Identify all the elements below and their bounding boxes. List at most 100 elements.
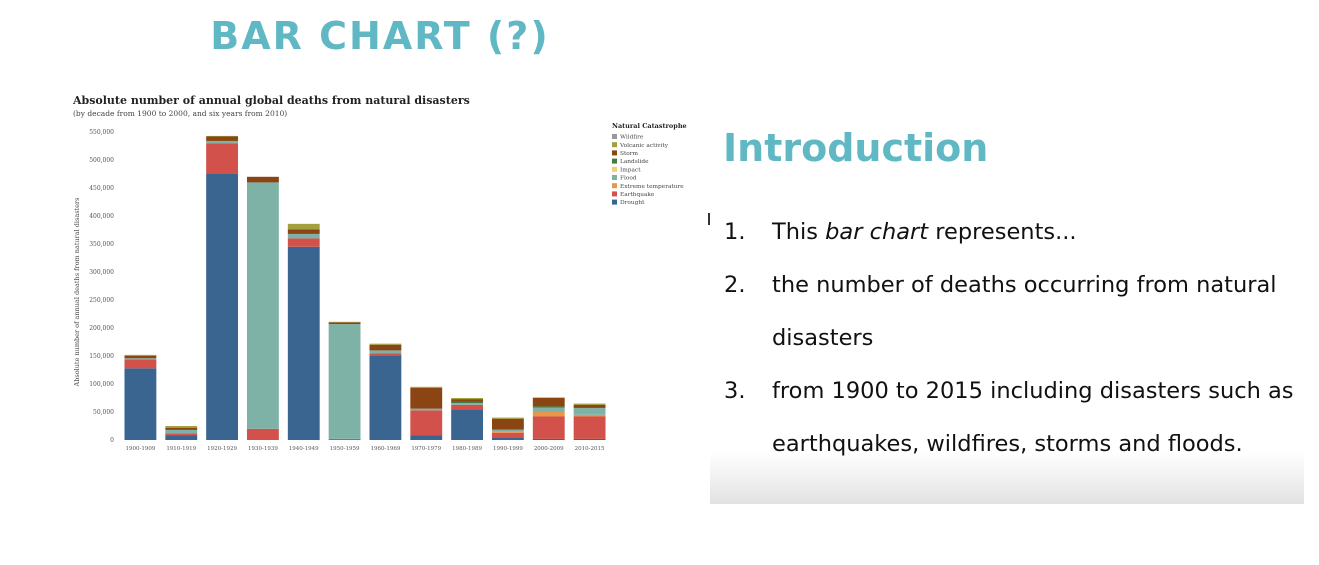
- bar-segment: [246, 182, 279, 429]
- stacked-bar-chart: Absolute number of annual global deaths …: [72, 94, 687, 452]
- bar-segment: [451, 403, 484, 405]
- bar-segment: [328, 324, 361, 439]
- x-axis-ticks: 1900-1909 1910-1919 1920-1929 1930-1939 1940…: [125, 446, 605, 452]
- legend-swatch: [612, 191, 617, 197]
- y-tick-label: 550,000: [89, 129, 114, 136]
- bar-segment: [451, 401, 484, 404]
- bar-segment: [573, 438, 606, 440]
- x-tick-label: 1910-1919: [166, 446, 196, 452]
- bar-segment: [206, 135, 239, 137]
- bar-segment: [573, 403, 606, 405]
- chart-title: Absolute number of annual global deaths …: [72, 94, 470, 107]
- bar-segment: [451, 404, 484, 410]
- bar-segment: [287, 238, 320, 247]
- y-tick-label: 400,000: [89, 213, 114, 220]
- bar-segment: [573, 407, 606, 409]
- bar-segment: [451, 409, 484, 440]
- video-overlay-bar: [710, 452, 1304, 504]
- list-item: 3. from 1900 to 2015 including disasters…: [724, 365, 1314, 471]
- bar-segment: [573, 416, 606, 439]
- legend-entry: Wildfire: [620, 135, 644, 141]
- bar-segment: [369, 353, 402, 356]
- legend-title: Natural Catastrophe: [612, 122, 687, 130]
- bar-segment: [532, 397, 565, 398]
- bar-segment: [410, 410, 443, 436]
- x-tick-label: 1950-1959: [330, 446, 360, 452]
- bar-segment: [124, 354, 157, 356]
- bar-segment: [491, 429, 524, 432]
- bar-segment: [124, 359, 157, 369]
- x-tick-label: 2010-2015: [575, 446, 605, 452]
- bar-segment: [369, 350, 402, 354]
- y-tick-label: 250,000: [89, 297, 114, 304]
- bar-segment: [165, 429, 198, 434]
- bar-segment: [491, 418, 524, 430]
- legend: Natural Catastrophe Wildfire Volcanic act…: [612, 122, 687, 206]
- y-axis-label: Absolute number of annual deaths from na…: [73, 198, 81, 388]
- x-tick-label: 1970-1979: [411, 446, 441, 452]
- bar-segment: [328, 321, 361, 323]
- bar-segment: [573, 408, 606, 415]
- bar-segment: [206, 174, 239, 440]
- x-tick-label: 1960-1969: [370, 446, 400, 452]
- y-tick-label: 50,000: [93, 409, 114, 416]
- bar-segment: [287, 223, 320, 230]
- bar-segment: [410, 408, 443, 411]
- y-tick-label: 0: [110, 437, 114, 444]
- bar-segment: [287, 233, 320, 239]
- bar-segment: [532, 416, 565, 439]
- bars: [124, 135, 606, 440]
- legend-entry: Drought: [620, 200, 645, 206]
- x-tick-label: 1940-1949: [289, 446, 319, 452]
- bar-segment: [246, 176, 279, 183]
- x-tick-label: 1930-1939: [248, 446, 278, 452]
- bar-segment: [165, 435, 198, 440]
- bar-segment: [124, 368, 157, 440]
- bar-segment: [165, 426, 198, 428]
- bar-segment: [410, 435, 443, 440]
- list-item: 2. the number of deaths occurring from n…: [724, 259, 1314, 365]
- bar-segment: [532, 407, 565, 412]
- bar-segment: [328, 322, 361, 325]
- introduction-list: 1. This bar chart represents... 2. the n…: [724, 206, 1314, 471]
- bar-segment: [369, 343, 402, 345]
- y-tick-label: 300,000: [89, 269, 114, 276]
- bar-segment: [287, 246, 320, 440]
- bar-segment: [206, 143, 239, 174]
- legend-swatch: [612, 142, 617, 148]
- bar-segment: [124, 358, 157, 360]
- y-tick-label: 100,000: [89, 381, 114, 388]
- bar-segment: [124, 356, 157, 359]
- bar-segment: [287, 229, 320, 234]
- bar-segment: [573, 414, 606, 417]
- list-number: 3.: [724, 378, 746, 404]
- slide-title: BAR CHART (?): [210, 14, 550, 58]
- bar-segment: [532, 438, 565, 440]
- legend-swatch: [612, 175, 617, 180]
- y-tick-label: 350,000: [89, 241, 114, 248]
- bar-segment: [165, 433, 198, 436]
- bar-segment: [246, 428, 279, 440]
- chart-subtitle: (by decade from 1900 to 2000, and six ye…: [73, 109, 287, 118]
- legend-entry: Volcanic activity: [619, 143, 669, 149]
- legend-swatch: [612, 166, 617, 172]
- bar-segment: [410, 386, 443, 388]
- bar-segment: [165, 427, 198, 430]
- x-tick-label: 1980-1989: [452, 446, 482, 452]
- legend-entry: Landslide: [620, 159, 649, 165]
- bar-segment: [532, 406, 565, 408]
- bar-segment: [328, 438, 361, 440]
- bar-segment: [491, 437, 524, 440]
- bar-segment: [206, 136, 239, 141]
- y-tick-label: 200,000: [89, 325, 114, 332]
- y-tick-label: 150,000: [89, 353, 114, 360]
- list-text-after: represents...: [928, 219, 1077, 245]
- list-emphasis: bar chart: [825, 219, 929, 245]
- x-tick-label: 1900-1909: [125, 446, 155, 452]
- bar-segment: [491, 429, 524, 430]
- legend-entry: Flood: [620, 176, 637, 182]
- legend-entry: Earthquake: [620, 192, 655, 198]
- legend-entry: Extreme temperature: [620, 184, 684, 190]
- list-text: the number of deaths occurring from natu…: [772, 272, 1277, 351]
- legend-swatch: [612, 183, 617, 189]
